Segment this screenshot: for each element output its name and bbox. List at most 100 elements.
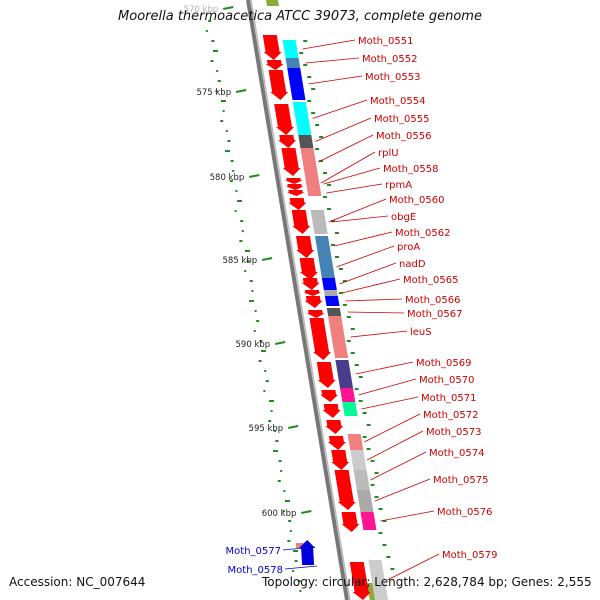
gene-label[interactable]: Moth_0577 [226, 546, 281, 557]
gene-label[interactable]: Moth_0570 [419, 375, 474, 386]
label-leader [308, 75, 363, 85]
gene-label[interactable]: Moth_0575 [433, 475, 488, 486]
gene-arrow-moth-0575 [334, 470, 356, 510]
gene-arrow-moth-0571 [322, 404, 341, 418]
cog-box-moth-0570 [340, 388, 356, 402]
gc-dot [249, 300, 254, 302]
gc-dot [230, 160, 234, 162]
cog-box-moth-0569 [335, 360, 354, 388]
gc-dot [293, 550, 298, 552]
gc-dot [278, 460, 282, 462]
gene-label[interactable]: Moth_0551 [358, 36, 413, 47]
kbp-tick-label: 595 kbp [249, 424, 284, 434]
gc-dot-inner [366, 448, 371, 450]
gene-label[interactable]: proA [397, 242, 420, 253]
label-leader [282, 546, 316, 551]
gene-arrow-moth-0552 [265, 60, 284, 70]
gc-dot [225, 150, 230, 152]
gc-dot [220, 120, 224, 122]
gene-label[interactable]: Moth_0573 [426, 427, 481, 438]
gc-dot [241, 230, 244, 232]
label-leader [350, 330, 408, 338]
gene-label[interactable]: Moth_0554 [370, 96, 425, 107]
label-leader [380, 510, 435, 522]
gene-label[interactable]: Moth_0555 [374, 114, 429, 125]
gc-dot [229, 180, 233, 182]
cog-box-moth-0579 [368, 560, 388, 600]
gc-dot [240, 220, 244, 222]
gc-dot-inner [390, 568, 395, 570]
gc-dot [245, 250, 250, 252]
gc-dot-inner [327, 184, 332, 186]
label-leader [347, 311, 405, 314]
gene-arrow-moth-0565 [303, 290, 322, 296]
gene-label[interactable]: Moth_0571 [421, 393, 476, 404]
gc-dot-inner [338, 268, 343, 270]
gene-label[interactable]: Moth_0558 [383, 164, 438, 175]
gene-label[interactable]: rpmA [385, 180, 412, 191]
gc-dot-inner [323, 196, 328, 198]
gene-label[interactable]: Moth_0552 [362, 54, 417, 65]
gc-dot [217, 80, 221, 82]
gc-dot-inner [382, 520, 387, 522]
gc-dot [215, 90, 218, 92]
gc-dot-inner [315, 148, 320, 150]
gc-dot [211, 40, 215, 42]
cog-category-ring [282, 40, 388, 600]
gene-arrow-moth-0556 [281, 148, 301, 176]
gene-arrow-moth-0572 [325, 420, 344, 434]
gene-label[interactable]: Moth_0578 [228, 565, 283, 576]
gene-label[interactable]: Moth_0576 [437, 507, 492, 518]
gene-label[interactable]: Moth_0567 [407, 309, 462, 320]
gene-label[interactable]: Moth_0572 [423, 410, 478, 421]
gene-arrow-leus [309, 318, 332, 360]
gc-dot-inner [319, 136, 324, 138]
gene-arrow-moth-0554 [274, 104, 294, 135]
gene-arrow-moth-0551 [262, 35, 282, 60]
gene-label[interactable]: Moth_0569 [416, 358, 471, 369]
genome-backbone [246, 0, 349, 600]
cog-box-leus [328, 316, 349, 358]
gene-label[interactable]: rplU [378, 148, 399, 159]
gene-label[interactable]: leuS [410, 327, 432, 338]
gc-dot [251, 290, 254, 292]
gc-dot [225, 130, 228, 132]
gene-arrow-moth-0562 [295, 236, 315, 258]
gene-label[interactable]: Moth_0579 [442, 550, 497, 561]
gc-dot [292, 570, 295, 572]
gene-label[interactable]: Moth_0553 [365, 72, 420, 83]
gc-dot [275, 440, 279, 442]
gc-dot [268, 420, 272, 422]
gene-label[interactable]: Moth_0556 [376, 131, 431, 142]
label-leader-lines [282, 39, 440, 581]
gene-label[interactable]: Moth_0560 [389, 195, 444, 206]
gc-dot [282, 510, 285, 512]
cog-box-moth-0554 [292, 102, 312, 135]
cog-box-moth-0565 [323, 290, 338, 296]
gene-label[interactable]: Moth_0574 [429, 448, 484, 459]
cog-box-moth-0562 [314, 236, 332, 256]
gc-dot [283, 490, 286, 492]
gene-arrow-moth-0573 [327, 436, 346, 450]
label-leader [284, 565, 318, 570]
gc-dot [253, 330, 256, 332]
gc-dot [280, 470, 283, 472]
gene-label[interactable]: Moth_0566 [405, 295, 460, 306]
gene-label[interactable]: Moth_0565 [403, 275, 458, 286]
gc-dot [227, 140, 231, 142]
gene-label[interactable]: Moth_0562 [395, 228, 450, 239]
gene-arrow-moth-0566 [304, 296, 323, 308]
label-leader [370, 451, 427, 481]
gene-arrow-moth-0555 [278, 135, 297, 148]
gene-label[interactable]: nadD [399, 259, 426, 270]
gc-dot-inner [366, 424, 371, 426]
gc-dot-inner [350, 352, 355, 354]
kbp-tick-label: 600 kbp [262, 509, 297, 519]
gc-dot-inner [307, 100, 312, 102]
gc-dot [265, 380, 269, 382]
gene-label[interactable]: obgE [391, 212, 416, 223]
label-leader [374, 478, 431, 502]
gc-dot [246, 260, 250, 262]
kbp-tick-mark [261, 257, 273, 261]
